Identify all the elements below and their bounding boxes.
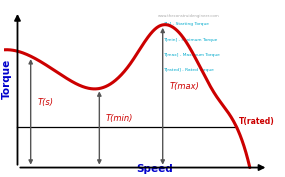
Text: T(rated): T(rated)	[239, 117, 275, 126]
Text: T(min): T(min)	[106, 114, 133, 123]
Text: T[s] - Starting Torque: T[s] - Starting Torque	[163, 22, 209, 26]
Text: T[rated] - Rated Torque: T[rated] - Rated Torque	[163, 68, 213, 72]
Text: T[max] - Maximum Torque: T[max] - Maximum Torque	[163, 53, 219, 57]
Text: www.theconstruidengineer.com: www.theconstruidengineer.com	[157, 14, 219, 18]
Text: Speed: Speed	[137, 164, 173, 174]
Text: T[min] - Minimum Torque: T[min] - Minimum Torque	[163, 38, 217, 42]
Text: T(s): T(s)	[37, 98, 53, 107]
Text: Torque: Torque	[2, 59, 12, 99]
Text: T(max): T(max)	[169, 82, 199, 91]
